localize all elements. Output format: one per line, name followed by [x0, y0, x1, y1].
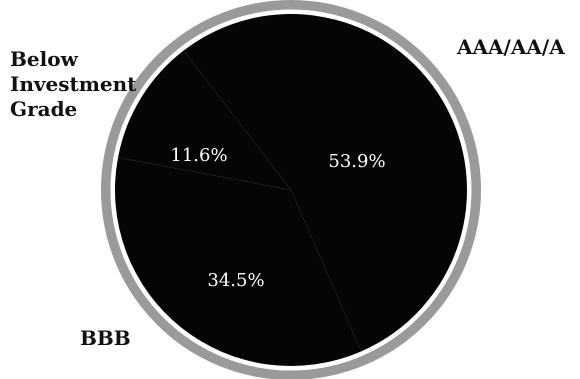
pie-data-label-0: 53.9% — [328, 151, 385, 172]
category-label-bbb: BBB — [80, 326, 131, 350]
category-label-below-investment-grade: Below Investment Grade — [10, 47, 137, 121]
inner-ring — [110, 9, 472, 371]
pie-slices — [115, 14, 467, 367]
category-label-aaa-aa-a: AAA/AA/A — [457, 35, 565, 59]
pie-slice-0 — [183, 14, 467, 352]
pie-slice-1 — [115, 157, 362, 367]
pie-slice-2 — [118, 50, 292, 190]
pie-data-label-1: 34.5% — [207, 270, 264, 291]
pie-data-labels: 53.9% 34.5% 11.6% — [170, 145, 385, 291]
pie-data-label-2: 11.6% — [170, 145, 227, 166]
outer-ring — [101, 0, 481, 379]
